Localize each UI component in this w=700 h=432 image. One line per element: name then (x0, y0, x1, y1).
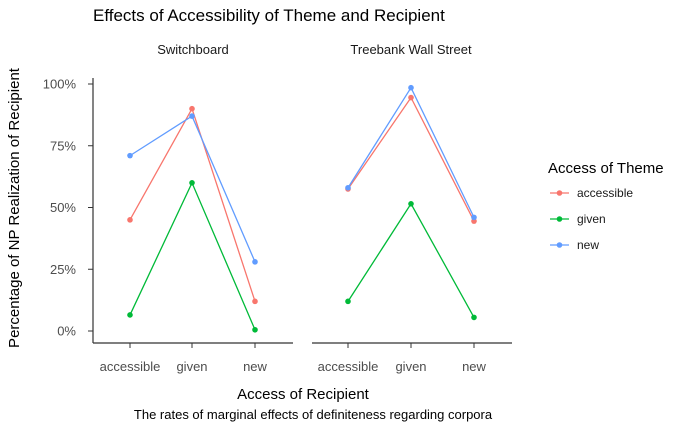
data-point-given (408, 200, 414, 207)
data-point-accessible (127, 217, 133, 223)
data-point-given (345, 298, 351, 305)
data-point-given (127, 312, 133, 318)
x-tick-label: new (462, 359, 486, 374)
legend: Access of Theme accessible given new (548, 160, 664, 252)
legend-key-point (556, 216, 563, 222)
legend-key-point (556, 242, 563, 248)
data-point-accessible (408, 94, 414, 101)
chart-caption: The rates of marginal effects of definit… (134, 407, 493, 422)
series-line-new (129, 115, 256, 263)
legend-item-accessible: accessible (577, 186, 633, 200)
panel: Treebank Wall Street accessible given new (312, 42, 512, 374)
chart-title: Effects of Accessibility of Theme and Re… (93, 6, 445, 25)
data-point-new (408, 84, 414, 91)
y-axis-title: Percentage of NP Realization of Recipien… (6, 67, 23, 348)
data-point-new (471, 214, 477, 221)
data-point-accessible (252, 298, 258, 305)
y-tick-label: 100% (43, 77, 77, 92)
x-tick-label: new (243, 359, 267, 374)
y-tick-label: 75% (50, 138, 76, 153)
data-point-new (345, 184, 351, 191)
panel-strip-label: Switchboard (157, 42, 229, 57)
x-tick-label: given (395, 359, 426, 374)
legend-item-new: new (577, 238, 599, 252)
data-point-accessible (189, 105, 195, 112)
x-tick-label: accessible (318, 359, 379, 374)
y-axis: 0% 25% 50% 75% 100% (43, 77, 94, 343)
x-tick-label: given (176, 359, 207, 374)
panel-strip-label: Treebank Wall Street (350, 42, 472, 57)
data-point-given (252, 326, 258, 333)
data-point-given (471, 314, 477, 321)
series-line-given (129, 181, 256, 331)
series-line-given (347, 202, 475, 318)
series-line-accessible (129, 107, 256, 302)
x-axis-title: Access of Recipient (237, 386, 370, 403)
y-tick-label: 50% (50, 200, 76, 215)
y-tick-label: 25% (50, 262, 76, 277)
data-point-new (127, 152, 133, 159)
data-point-given (189, 180, 195, 186)
legend-item-given: given (577, 212, 606, 226)
y-tick-label: 0% (57, 324, 76, 339)
x-tick-label: accessible (100, 359, 161, 374)
legend-title: Access of Theme (548, 160, 664, 177)
legend-key-point (556, 190, 563, 196)
data-point-new (189, 113, 195, 119)
series-line-new (347, 86, 475, 218)
data-point-new (252, 259, 258, 265)
panel: Switchboard accessible given new (93, 42, 293, 374)
